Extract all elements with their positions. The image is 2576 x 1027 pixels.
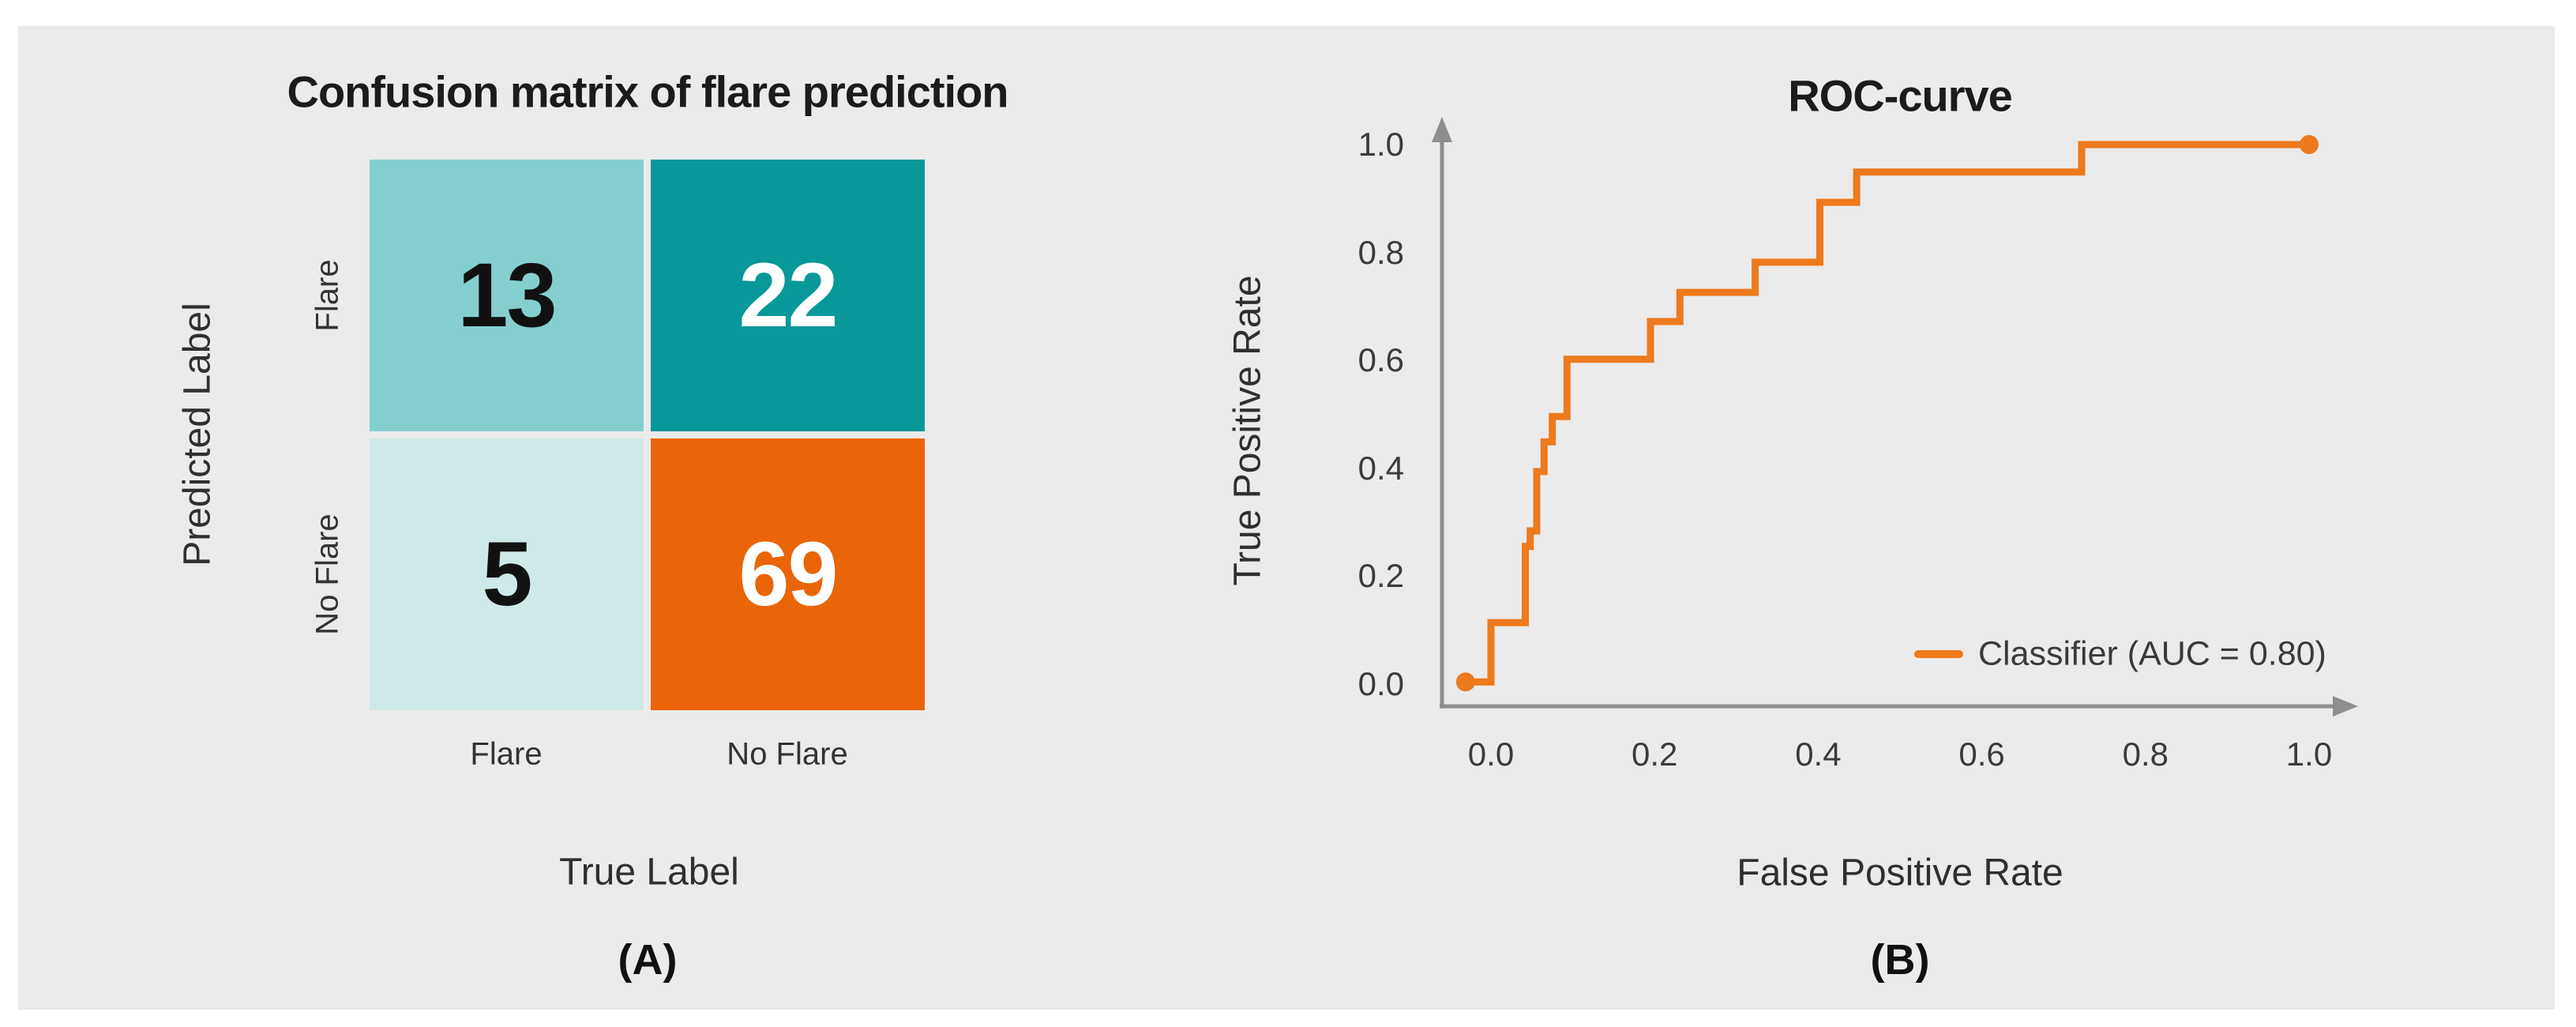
x-tick-label: 1.0 xyxy=(2285,735,2333,773)
cm-x-axis-title: True Label xyxy=(559,851,739,893)
cm-value: 69 xyxy=(738,524,839,625)
panel-a-caption: (A) xyxy=(618,936,678,984)
confusion-matrix-title: Confusion matrix of flare prediction xyxy=(287,66,1009,117)
cm-value: 13 xyxy=(457,245,558,346)
x-axis-arrow xyxy=(2333,696,2358,717)
x-tick-label: 0.4 xyxy=(1795,735,1842,773)
y-tick-label: 1.0 xyxy=(1357,126,1404,163)
cm-value: 5 xyxy=(482,524,533,625)
x-tick-label: 0.8 xyxy=(2122,735,2169,773)
cm-cell-false-negative: 5 xyxy=(370,438,644,710)
y-tick-label: 0.4 xyxy=(1357,449,1404,487)
roc-end-dot xyxy=(2300,135,2319,154)
roc-curve-line xyxy=(1465,141,2309,686)
y-tick-label: 0.6 xyxy=(1357,341,1404,379)
cm-cell-true-positive: 13 xyxy=(370,160,644,431)
y-tick-label: 0.2 xyxy=(1357,557,1404,595)
cm-col-label-flare: Flare xyxy=(470,736,543,772)
x-tick-label: 0.6 xyxy=(1958,735,2005,773)
roc-y-axis-title: True Positive Rate xyxy=(1226,275,1269,586)
y-axis-arrow xyxy=(1432,117,1452,142)
y-tick-label: 0.0 xyxy=(1357,665,1404,702)
x-tick-label: 0.2 xyxy=(1631,735,1678,773)
legend-label: Classifier (AUC = 0.80) xyxy=(1978,634,2326,673)
y-tick-label: 0.8 xyxy=(1357,233,1404,271)
x-tick-label: 0.0 xyxy=(1467,735,1515,773)
legend-line-swatch xyxy=(1914,650,1963,658)
cm-value: 22 xyxy=(738,245,839,346)
roc-title: ROC-curve xyxy=(1788,70,2013,121)
cm-cell-false-positive: 22 xyxy=(651,160,925,431)
roc-x-axis-title: False Positive Rate xyxy=(1737,852,2063,894)
cm-col-label-no-flare: No Flare xyxy=(727,736,848,772)
cm-cell-true-negative: 69 xyxy=(651,438,925,710)
panel-b-caption: (B) xyxy=(1870,936,1930,984)
roc-start-dot xyxy=(1455,672,1475,692)
